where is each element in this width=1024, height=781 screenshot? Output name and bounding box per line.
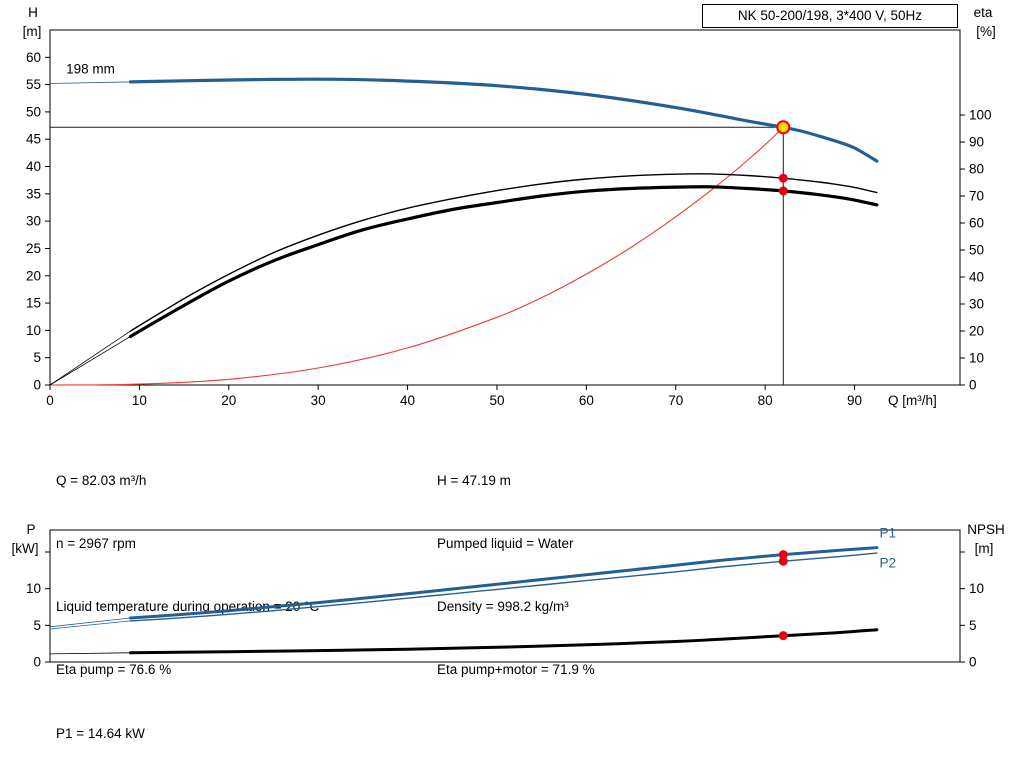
x-tick-label: 0 [46, 393, 54, 408]
eta-pump-motor-curve-leadin [49, 336, 131, 386]
eta-axis-unit: [%] [976, 24, 996, 39]
right-tick-label: 30 [969, 297, 984, 312]
info-density: Density = 998.2 kg/m³ [437, 599, 569, 614]
x-tick-label: 10 [132, 393, 147, 408]
right-tick-label: 10 [969, 581, 984, 596]
eta-pump-duty-point [778, 173, 788, 183]
right-tick-label: 100 [969, 108, 992, 123]
right-tick-label: 20 [969, 324, 984, 339]
left-tick-label: 40 [26, 159, 41, 174]
info-temperature: Liquid temperature during operation = 20… [56, 599, 320, 614]
info-head: H = 47.19 m [437, 473, 511, 488]
head-curve-leadin [49, 81, 131, 84]
right-tick-label: 90 [969, 135, 984, 150]
right-tick-label: 10 [969, 351, 984, 366]
pump-title: NK 50-200/198, 3*400 V, 50Hz [737, 8, 923, 23]
eta-pump-curve [129, 173, 878, 332]
left-tick-label: 60 [26, 50, 41, 65]
p2-curve-label: P2 [880, 555, 897, 570]
x-tick-label: 80 [758, 393, 773, 408]
npsh-axis-title: NPSH [967, 522, 1005, 537]
pump-title-box: NK 50-200/198, 3*400 V, 50Hz [702, 4, 958, 28]
left-tick-label: 30 [26, 214, 41, 229]
p2-curve-leadin [49, 620, 131, 630]
x-tick-label: 30 [311, 393, 326, 408]
info-eta-pump: Eta pump = 76.6 % [56, 662, 172, 677]
right-tick-label: 0 [969, 655, 977, 670]
right-tick-label: 40 [969, 270, 984, 285]
left-tick-label: 50 [26, 104, 41, 119]
power-plot-area: 0 5 10 0 5 10 P1 P2 [26, 525, 984, 669]
power-npsh-chart: P [kW] NPSH [m] 0 5 10 0 5 10 P1 P2 [12, 522, 1005, 670]
hq-plot-area: 0 10 20 30 40 50 60 70 80 90 0 5 10 15 20 25 30 35 40 45 50 5… [26, 29, 992, 408]
left-tick-label: 20 [26, 268, 41, 283]
left-tick-label: 25 [26, 241, 41, 256]
impeller-diameter-label: 198 mm [66, 62, 115, 77]
npsh-duty-point [778, 631, 788, 641]
power-axis-title: P [26, 522, 35, 537]
flow-axis-title: Q [m³/h] [888, 393, 937, 408]
x-tick-label: 90 [847, 393, 862, 408]
plot-frame [49, 29, 961, 386]
npsh-curve [129, 628, 879, 655]
right-tick-label: 5 [969, 618, 977, 633]
left-tick-label: 0 [33, 655, 41, 670]
hq-eta-chart: H [m] eta [%] Q [m³/h] 0 10 20 30 40 50 60 70 80… [23, 5, 996, 408]
p2-duty-point [778, 556, 788, 566]
left-tick-label: 55 [26, 77, 41, 92]
npsh-curve-leadin [49, 652, 131, 655]
eta-axis-title: eta [974, 5, 993, 20]
info-flow: Q = 82.03 m³/h [56, 473, 147, 488]
left-tick-label: 10 [26, 581, 41, 596]
head-axis-title: H [28, 5, 38, 20]
p1-duty-point [778, 550, 788, 560]
right-tick-label: 50 [969, 243, 984, 258]
eta-pump-motor-curve [128, 185, 879, 338]
left-tick-label: 0 [33, 378, 41, 393]
duty-point[interactable] [776, 120, 791, 135]
p2-curve [129, 552, 878, 622]
duty-info-left-column: Q = 82.03 m³/h n = 2967 rpm Liquid tempe… [56, 428, 319, 722]
info-speed: n = 2967 rpm [56, 536, 136, 551]
right-tick-label: 70 [969, 189, 984, 204]
left-tick-label: 45 [26, 132, 41, 147]
duty-info-right-column: H = 47.19 m Pumped liquid = Water Densit… [437, 428, 595, 722]
power-axis-unit: [kW] [12, 541, 39, 556]
eta-pump-curve-leadin [49, 330, 131, 386]
eta-pump-motor-duty-point [778, 186, 788, 196]
left-tick-label: 35 [26, 186, 41, 201]
x-tick-label: 40 [400, 393, 415, 408]
info-p1: P1 = 14.64 kW [56, 726, 145, 741]
x-tick-label: 70 [668, 393, 683, 408]
left-tick-label: 5 [33, 618, 41, 633]
left-tick-label: 5 [33, 350, 41, 365]
x-tick-label: 50 [489, 393, 504, 408]
right-tick-label: 80 [969, 162, 984, 177]
x-tick-label: 20 [221, 393, 236, 408]
head-curve [128, 77, 879, 163]
npsh-axis-unit: [m] [975, 541, 994, 556]
info-eta-pump-motor: Eta pump+motor = 71.9 % [437, 662, 595, 677]
p1-curve-label: P1 [880, 525, 897, 540]
plot-frame [49, 529, 961, 663]
p1-curve [129, 546, 879, 620]
result-info-block: P1 = 14.64 kW P2 = 13.74 kW NPSH = 3.59 … [56, 680, 364, 781]
info-pumped-liquid: Pumped liquid = Water [437, 536, 574, 551]
left-tick-label: 10 [26, 323, 41, 338]
p1-curve-leadin [49, 617, 131, 628]
system-curve [49, 126, 784, 386]
right-tick-label: 0 [969, 378, 977, 393]
left-tick-label: 15 [26, 296, 41, 311]
right-tick-label: 60 [969, 216, 984, 231]
x-tick-label: 60 [579, 393, 594, 408]
head-axis-unit: [m] [23, 24, 42, 39]
